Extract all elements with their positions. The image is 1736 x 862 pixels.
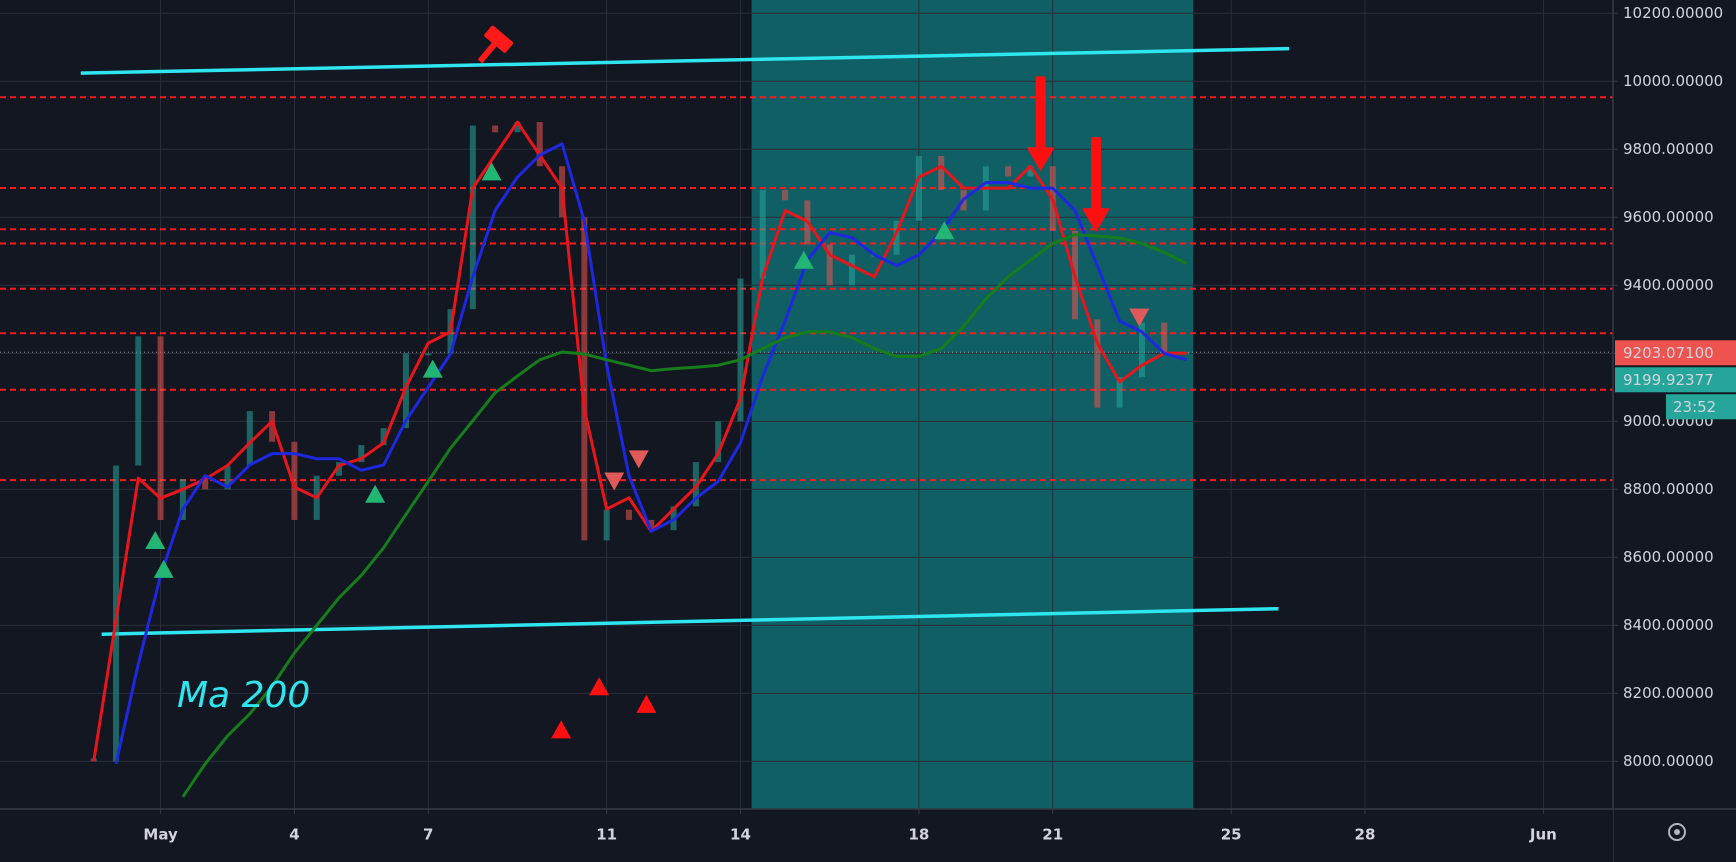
- candle: [938, 156, 945, 191]
- signal-marker: [1026, 76, 1055, 172]
- signal-marker: [604, 472, 625, 491]
- candle: [759, 190, 766, 279]
- candle: [135, 336, 142, 466]
- x-tick-label: May: [143, 826, 178, 844]
- price-label-box: [1615, 367, 1736, 393]
- ma-line: [92, 120, 1187, 762]
- candle: [425, 353, 432, 356]
- candle: [179, 479, 186, 520]
- plot-area: Ma 200: [0, 0, 1613, 809]
- signal-marker: [636, 694, 657, 713]
- candle: [224, 465, 231, 490]
- candle: [648, 519, 655, 531]
- signal-marker: [934, 221, 955, 240]
- signal-marker: [551, 720, 572, 739]
- signal-marker: [153, 559, 174, 578]
- signal-marker: [1129, 308, 1150, 327]
- settings-icon-dot: [1674, 829, 1680, 835]
- candle: [915, 156, 922, 221]
- candle: [202, 479, 209, 490]
- gavel-head: [484, 25, 514, 53]
- price-label: 9199.92377: [1623, 371, 1714, 389]
- candle: [358, 445, 365, 463]
- y-tick-label: 9400.00000: [1623, 276, 1714, 294]
- candle: [737, 278, 744, 422]
- signal-marker: [793, 250, 814, 269]
- candle: [246, 411, 253, 466]
- price-label: 9203.07100: [1623, 344, 1714, 362]
- candle: [848, 254, 855, 286]
- y-tick-label: 8000.00000: [1623, 752, 1714, 770]
- candle: [514, 122, 521, 133]
- y-tick-label: 10000.00000: [1623, 72, 1723, 90]
- candle: [782, 190, 789, 201]
- candle: [603, 509, 610, 541]
- signal-marker: [365, 484, 386, 503]
- candle: [826, 244, 833, 286]
- signal-marker: [422, 359, 443, 378]
- gavel-icon: [477, 25, 514, 64]
- signal-marker: [1082, 137, 1111, 233]
- signal-marker: [628, 450, 649, 469]
- candle: [469, 125, 476, 310]
- candle: [581, 217, 588, 541]
- x-tick-label: 4: [289, 826, 299, 844]
- candle: [715, 421, 722, 463]
- x-tick-label: 7: [423, 826, 433, 844]
- candle: [625, 509, 632, 520]
- candle: [1027, 166, 1034, 177]
- ma-line: [114, 142, 1188, 765]
- candle: [157, 336, 164, 520]
- y-tick-label: 8200.00000: [1623, 684, 1714, 702]
- settings-icon: [1668, 823, 1686, 841]
- x-tick-label: 28: [1355, 826, 1376, 844]
- candle: [380, 428, 387, 446]
- x-tick-label: 11: [596, 826, 617, 844]
- time-axis: [0, 809, 1613, 862]
- y-tick-label: 8800.00000: [1623, 480, 1714, 498]
- x-tick-label: Jun: [1529, 826, 1557, 844]
- trend-line: [80, 46, 1290, 75]
- candle: [1161, 322, 1168, 354]
- price-label-box: [1615, 340, 1736, 366]
- signal-marker: [589, 677, 610, 696]
- candle: [336, 462, 343, 476]
- candle: [1094, 319, 1101, 408]
- y-tick-label: 8400.00000: [1623, 616, 1714, 634]
- candle: [893, 220, 900, 255]
- countdown: 23:52: [1673, 398, 1716, 416]
- x-tick-label: 25: [1221, 826, 1242, 844]
- x-tick-label: 21: [1042, 826, 1063, 844]
- candle: [269, 411, 276, 442]
- x-tick-label: 14: [730, 826, 751, 844]
- candle: [692, 462, 699, 507]
- price-axis: [1613, 0, 1736, 862]
- y-tick-label: 10200.00000: [1623, 4, 1723, 22]
- ma-line: [181, 233, 1188, 798]
- y-tick-label: 9800.00000: [1623, 140, 1714, 158]
- x-tick-label: 18: [908, 826, 929, 844]
- highlight-zone: [751, 0, 1194, 809]
- y-tick-label: 8600.00000: [1623, 548, 1714, 566]
- candle: [1005, 166, 1012, 177]
- y-tick-label: 9600.00000: [1623, 208, 1714, 226]
- annotation: Ma 200: [177, 675, 310, 716]
- candle: [1116, 377, 1123, 408]
- signal-marker: [481, 162, 502, 181]
- candle: [291, 441, 298, 520]
- signal-marker: [145, 531, 166, 550]
- trend-line: [101, 606, 1279, 636]
- countdown-box: [1666, 394, 1736, 420]
- gavel-handle: [477, 42, 497, 64]
- candle: [536, 122, 543, 167]
- candle: [1138, 322, 1145, 378]
- candle: [492, 125, 499, 133]
